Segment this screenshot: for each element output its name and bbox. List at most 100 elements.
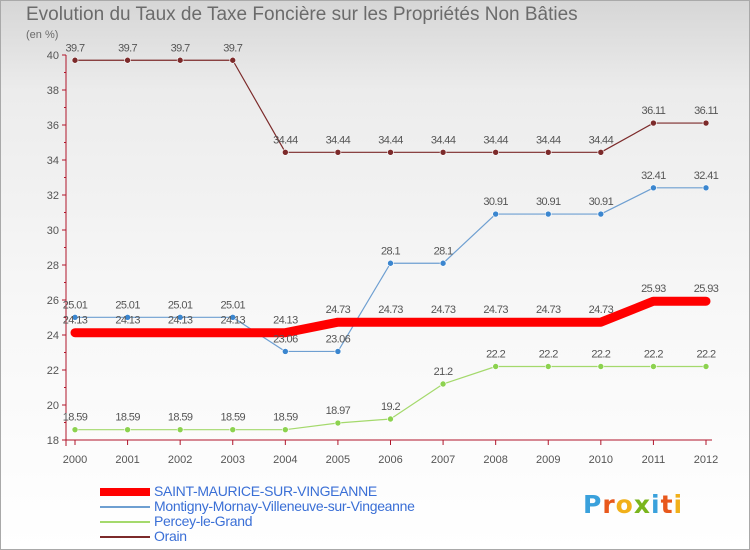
logo-letter: r [602,490,616,519]
series-3-point [387,149,394,156]
series-2-point [439,380,447,388]
series-2-point [229,426,237,433]
legend-label: Percey-le-Grand [154,513,253,529]
series-2-data-label: 22.2 [644,349,663,361]
series-3-data-label: 34.44 [483,134,508,146]
series-2-point [71,426,79,433]
series-3-point [176,56,184,64]
y-tick-label: 20 [47,400,59,412]
series-2-data-label: 18.59 [220,412,245,424]
series-3-point [124,56,131,64]
series-3-point [334,149,342,156]
series-1-data-label: 23.06 [273,333,298,345]
y-tick-label: 38 [47,85,59,97]
series-0-data-label: 24.73 [589,304,614,316]
series-1-data-label: 30.91 [589,196,614,208]
series-1-data-label: 30.91 [483,196,508,208]
series-1-point [282,348,289,355]
series-1-data-label: 25.01 [168,299,193,311]
series-1-point [702,184,710,192]
x-tick-label: 2000 [63,454,87,466]
series-2-point [544,363,552,370]
series-0-data-label: 24.73 [483,304,508,316]
series-0-data-label: 24.73 [326,304,351,316]
series-1-data-label: 32.41 [694,170,719,182]
series-2-point [492,363,499,370]
series-1-data-label: 25.01 [115,299,140,311]
series-0-data-label: 24.13 [115,315,140,327]
x-tick-label: 2007 [431,454,455,466]
series-2-data-label: 18.59 [273,412,298,424]
x-tick-label: 2011 [642,454,666,466]
series-1-point [650,184,657,192]
legend-swatch [100,506,150,508]
series-2-point [387,415,394,423]
series-3-data-label: 39.7 [171,42,190,54]
series-0-data-label: 25.93 [641,283,666,295]
logo-letter: i [651,490,661,519]
series-line-0 [70,296,711,338]
series-0-data-label: 24.13 [168,315,193,327]
series-3-data-label: 34.44 [431,134,456,146]
x-tick-label: 2009 [536,454,560,466]
series-0-data-label: 24.13 [273,315,298,327]
series-0-data-label: 24.13 [63,315,88,327]
x-tick-label: 2012 [694,454,718,466]
chart-title: Evolution du Taux de Taxe Foncière sur l… [26,4,578,25]
series-2-data-label: 18.59 [168,412,193,424]
legend-label: Orain [154,528,187,544]
x-tick-label: 2001 [115,454,139,466]
legend-swatch [100,488,150,496]
series-3-point [439,149,447,156]
series-3-data-label: 39.7 [65,42,84,54]
series-3-point [71,56,79,64]
series-2-data-label: 18.59 [63,412,88,424]
series-2-point [176,426,184,433]
x-tick-label: 2006 [378,454,402,466]
y-tick-label: 32 [47,190,59,202]
series-3-data-label: 34.44 [378,134,403,146]
series-2-data-label: 19.2 [381,401,400,413]
series-1-data-label: 23.06 [326,333,351,345]
series-2-point [597,363,605,370]
series-3-point [282,149,289,156]
legend-swatch [100,521,150,523]
series-1-data-label: 32.41 [641,170,666,182]
series-3-point [597,149,605,156]
legend-label: Montigny-Mornay-Villeneuve-sur-Vingeanne [154,498,415,514]
y-tick-label: 22 [47,365,59,377]
x-tick-label: 2003 [221,454,245,466]
y-tick-label: 24 [47,330,59,342]
series-3-point [492,149,499,156]
series-1-point [334,348,342,355]
series-3-data-label: 34.44 [273,134,298,146]
series-2-data-label: 22.2 [486,349,505,361]
series-1-point [387,259,394,267]
unit-label: (en %) [26,29,59,41]
series-2-point [702,363,710,370]
series-0-data-label: 24.73 [378,304,403,316]
x-tick-label: 2005 [326,454,350,466]
series-1-point [439,259,447,267]
series-3-data-label: 34.44 [326,134,351,146]
y-tick-label: 28 [47,260,59,272]
series-3-point [650,119,657,127]
series-1-point [544,210,552,218]
logo-letter: o [615,490,634,519]
y-tick-label: 18 [47,435,59,447]
series-3-point [702,119,710,127]
x-tick-label: 2004 [273,454,297,466]
series-1-data-label: 25.01 [63,299,88,311]
series-2-data-label: 18.97 [326,405,351,417]
logo-letter: P [583,490,603,519]
series-2-point [124,426,131,433]
series-1-point [124,314,131,321]
x-tick-label: 2008 [483,454,507,466]
series-2-point [334,419,342,427]
series-2-data-label: 22.2 [591,349,610,361]
series-1-point [229,314,237,321]
series-3-data-label: 39.7 [223,42,242,54]
series-1-data-label: 28.1 [434,245,453,257]
